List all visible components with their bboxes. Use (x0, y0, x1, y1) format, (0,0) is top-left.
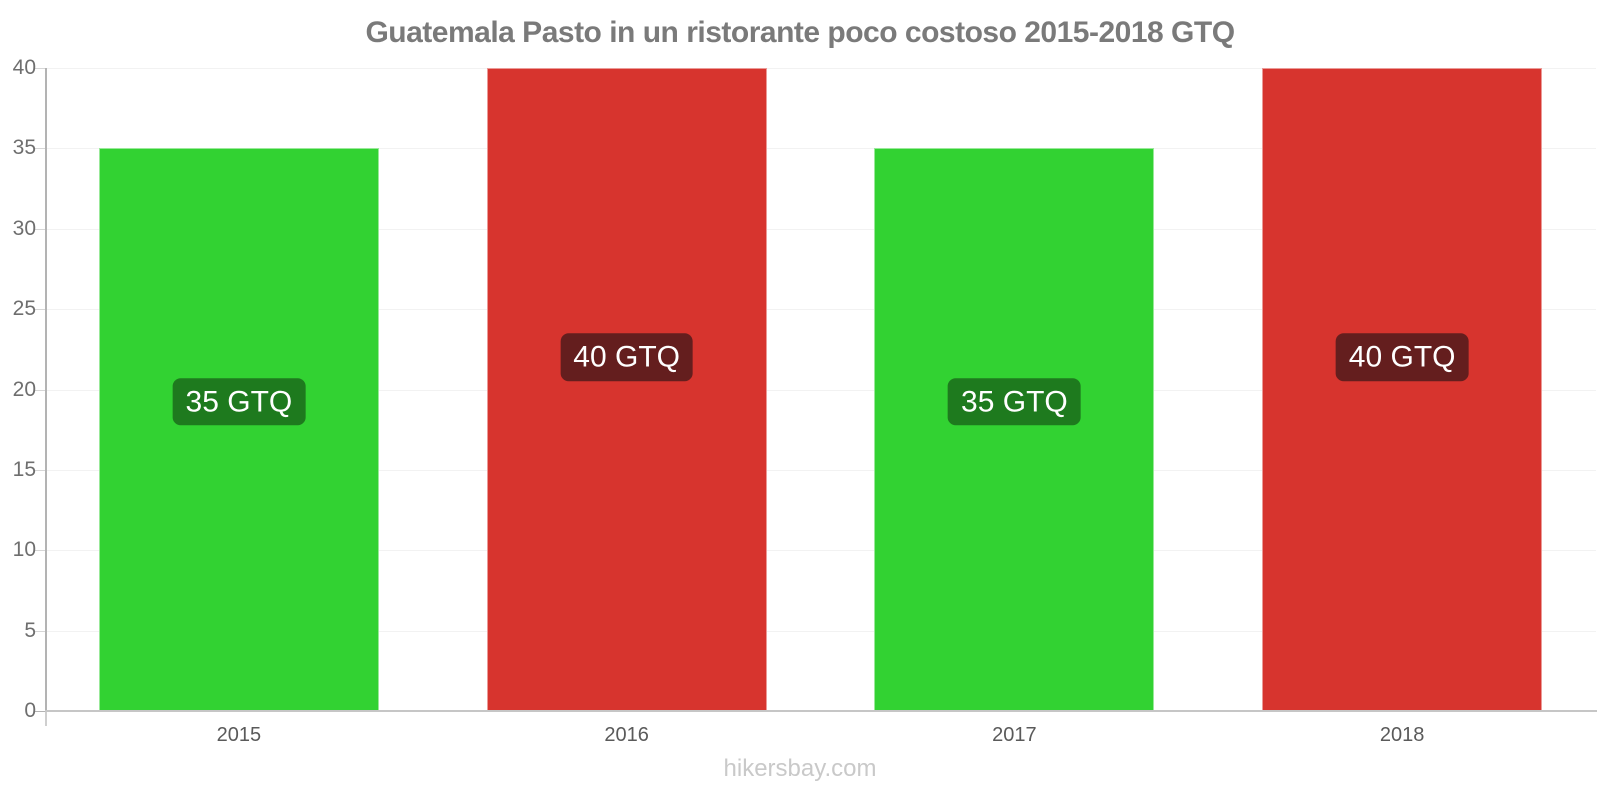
y-axis-tick-25 (35, 309, 45, 311)
x-axis-label-2016: 2016 (604, 724, 649, 746)
x-axis-label-2017: 2017 (992, 724, 1037, 746)
y-axis-tick-0 (35, 711, 45, 712)
gridline-15 (45, 469, 1596, 471)
bar-value-label-2015: 35 GTQ (172, 377, 306, 426)
chart-title: Guatemala Pasto in un ristorante poco co… (365, 16, 1235, 49)
y-axis-tick-40 (35, 68, 45, 69)
gridline-35 (45, 148, 1596, 150)
y-axis-line (45, 68, 47, 711)
footer-watermark: hikersbay.com (723, 755, 877, 782)
y-axis-label-30: 30 (12, 216, 36, 240)
y-axis-label-15: 15 (12, 457, 36, 481)
y-axis-label-10: 10 (12, 538, 36, 562)
gridline-30 (45, 228, 1596, 230)
y-axis-label-40: 40 (12, 56, 36, 79)
bar-2018 (1262, 68, 1543, 711)
bar-2017 (874, 148, 1155, 711)
y-axis-tick-35 (35, 148, 45, 150)
gridline-20 (45, 389, 1596, 391)
y-axis-label-35: 35 (12, 136, 36, 160)
y-axis-label-20: 20 (12, 377, 36, 401)
gridline-25 (45, 309, 1596, 311)
gridline-40 (45, 68, 1596, 69)
bar-value-label-2018: 40 GTQ (1335, 333, 1469, 382)
y-axis-label-0: 0 (24, 699, 36, 722)
x-axis-line (45, 710, 1597, 712)
bar-value-label-2016: 40 GTQ (560, 333, 693, 382)
x-axis-label-2015: 2015 (216, 724, 262, 746)
x-axis-origin-tick (45, 712, 47, 726)
y-axis-tick-20 (35, 389, 45, 391)
y-axis-label-25: 25 (12, 297, 36, 321)
y-axis-tick-10 (35, 550, 45, 552)
bar-value-label-2017: 35 GTQ (948, 377, 1081, 426)
gridline-5 (45, 630, 1596, 632)
bar-2016 (486, 68, 767, 711)
y-axis-tick-5 (35, 630, 45, 632)
x-axis-label-2018: 2018 (1379, 724, 1425, 746)
y-axis-label-5: 5 (24, 618, 36, 642)
y-axis-tick-15 (35, 469, 45, 471)
bar-2015 (98, 148, 379, 711)
y-axis-tick-30 (35, 228, 45, 230)
gridline-10 (45, 550, 1596, 552)
